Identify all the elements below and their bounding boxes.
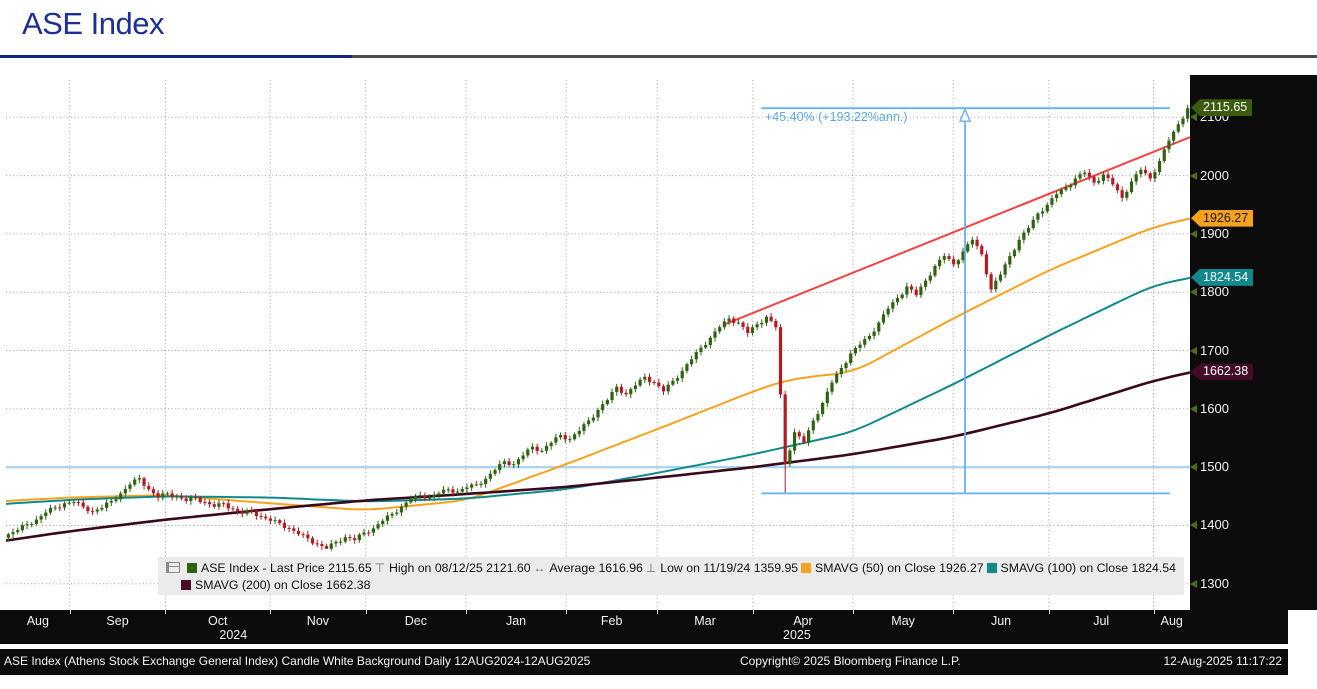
price-badge-2: 1824.54	[1191, 268, 1254, 286]
x-tick	[657, 610, 659, 614]
x-month-label: Sep	[106, 614, 129, 628]
legend-marker-icon: ↔	[533, 560, 546, 575]
x-month-label: Mar	[694, 614, 716, 628]
x-month-label: Jun	[990, 614, 1012, 628]
y-tick-label: 1300	[1200, 575, 1229, 591]
legend-row-1: ASE Index - Last Price 2115.65 ⊤ High on 0…	[166, 559, 1176, 576]
y-tick-label: 1500	[1200, 459, 1229, 475]
axis-tick-arrow	[1190, 288, 1197, 297]
axis-tick-arrow	[1190, 579, 1197, 588]
legend-item-1-5[interactable]: SMAVG (100) on Close 1824.54	[986, 560, 1176, 575]
legend-label: ASE Index - Last Price 2115.65	[201, 560, 372, 575]
axis-tick-arrow	[1190, 113, 1197, 122]
x-month-label: Aug	[1160, 614, 1183, 628]
x-month-label: Oct	[208, 614, 228, 628]
legend-item-1-1[interactable]: ⊤ High on 08/12/25 2121.60	[375, 561, 531, 575]
time-axis[interactable]: Aug Sep Oct Nov Dec Jan Feb Mar Apr May Jun Jul Aug 2…	[0, 610, 1288, 644]
axis-tick-arrow	[1190, 463, 1197, 472]
x-tick	[853, 610, 855, 614]
y-tick-label: 1600	[1200, 400, 1229, 416]
legend-marker-icon: ⊥	[645, 560, 657, 575]
sma-line-0[interactable]	[6, 217, 1190, 511]
y-tick-label: 1400	[1200, 517, 1229, 533]
chart-legend: ASE Index - Last Price 2115.65 ⊤ High on 0…	[158, 557, 1184, 595]
gridlines	[6, 80, 1190, 610]
page-title: ASE Index	[22, 6, 164, 41]
legend-label: SMAVG (100) on Close 1824.54	[1000, 560, 1176, 575]
axis-tick-arrow	[1190, 521, 1197, 530]
price-badge-1: 1926.27	[1191, 209, 1254, 227]
legend-item-1-3[interactable]: ⊥ Low on 11/19/24 1359.95	[646, 561, 798, 575]
sma-line-1[interactable]	[6, 276, 1190, 505]
x-year-label: 2024	[219, 628, 248, 642]
legend-swatch-icon	[181, 579, 191, 590]
status-bar: ASE Index (Athens Stock Exchange General…	[0, 649, 1288, 675]
legend-label: High on 08/12/25 2121.60	[389, 560, 531, 575]
price-chart[interactable]: +45.40% (+193.22%ann.)	[6, 80, 1190, 610]
y-tick-label: 2000	[1200, 167, 1229, 183]
x-month-label: Apr	[793, 614, 813, 628]
x-tick	[270, 610, 272, 614]
x-tick	[1153, 610, 1155, 614]
measure-label: +45.40% (+193.22%ann.)	[765, 110, 907, 124]
x-year-label: 2025	[783, 628, 811, 642]
x-tick	[465, 610, 467, 614]
x-tick	[69, 610, 71, 614]
x-month-label: Aug	[26, 614, 49, 628]
axis-tick-arrow	[1190, 346, 1197, 355]
legend-label: SMAVG (50) on Close 1926.27	[815, 560, 984, 575]
legend-item-1-0[interactable]: ASE Index - Last Price 2115.65	[166, 561, 372, 575]
measure-annotation[interactable]: +45.40% (+193.22%ann.)	[761, 107, 1170, 495]
legend-marker-icon: ⊤	[374, 560, 386, 575]
timestamp: 12-Aug-2025 11:17:22	[1163, 654, 1282, 668]
legend-swatch-icon	[801, 562, 812, 573]
axis-tick-arrow	[1190, 171, 1197, 180]
x-month-label: Nov	[306, 614, 330, 628]
y-tick-label: 1800	[1200, 284, 1229, 300]
x-month-label: Dec	[404, 614, 427, 628]
x-tick	[165, 610, 167, 614]
y-tick-label: 1900	[1200, 225, 1229, 241]
x-tick	[953, 610, 955, 614]
legend-label: Average 1616.96	[549, 560, 643, 575]
candlestick-series	[6, 104, 1190, 551]
axis-tick-arrow	[1190, 229, 1197, 238]
price-badge-3: 1662.38	[1191, 363, 1254, 381]
legend-swatch-icon	[986, 562, 997, 573]
legend-item-1-2[interactable]: ↔ Average 1616.96	[533, 561, 642, 575]
sma-line-2[interactable]	[6, 371, 1190, 542]
trend-line[interactable]	[724, 136, 1190, 326]
legend-collapse-icon[interactable]	[166, 562, 180, 573]
legend-swatch-icon	[187, 562, 197, 573]
title-divider	[0, 55, 1317, 58]
x-month-label: Feb	[600, 614, 623, 628]
x-month-label: May	[891, 614, 915, 628]
x-tick	[1048, 610, 1050, 614]
axis-tick-arrow	[1190, 404, 1197, 413]
x-tick	[752, 610, 754, 614]
legend-label: SMAVG (200) on Close 1662.38	[195, 577, 371, 592]
legend-label: Low on 11/19/24 1359.95	[660, 560, 799, 575]
price-badge-0: 2115.65	[1191, 99, 1253, 117]
legend-item-1-4[interactable]: SMAVG (50) on Close 1926.27	[801, 561, 984, 575]
chart-area: +45.40% (+193.22%ann.) 2100 2000 1900 1800 1…	[0, 75, 1317, 610]
legend-row-2: SMAVG (200) on Close 1662.38	[166, 576, 1176, 593]
x-tick	[365, 610, 367, 614]
copyright-text: Copyright© 2025 Bloomberg Finance L.P.	[740, 654, 961, 668]
legend-item-2-0[interactable]: SMAVG (200) on Close 1662.38	[181, 578, 370, 592]
chart-description: ASE Index (Athens Stock Exchange General…	[4, 654, 591, 668]
y-tick-label: 1700	[1200, 342, 1229, 358]
x-month-label: Jul	[1093, 614, 1110, 628]
x-tick	[566, 610, 568, 614]
x-month-label: Jan	[505, 614, 527, 628]
price-axis[interactable]: 2100 2000 1900 1800 1700 1600 1500 1400 1300 2115…	[1190, 75, 1317, 610]
